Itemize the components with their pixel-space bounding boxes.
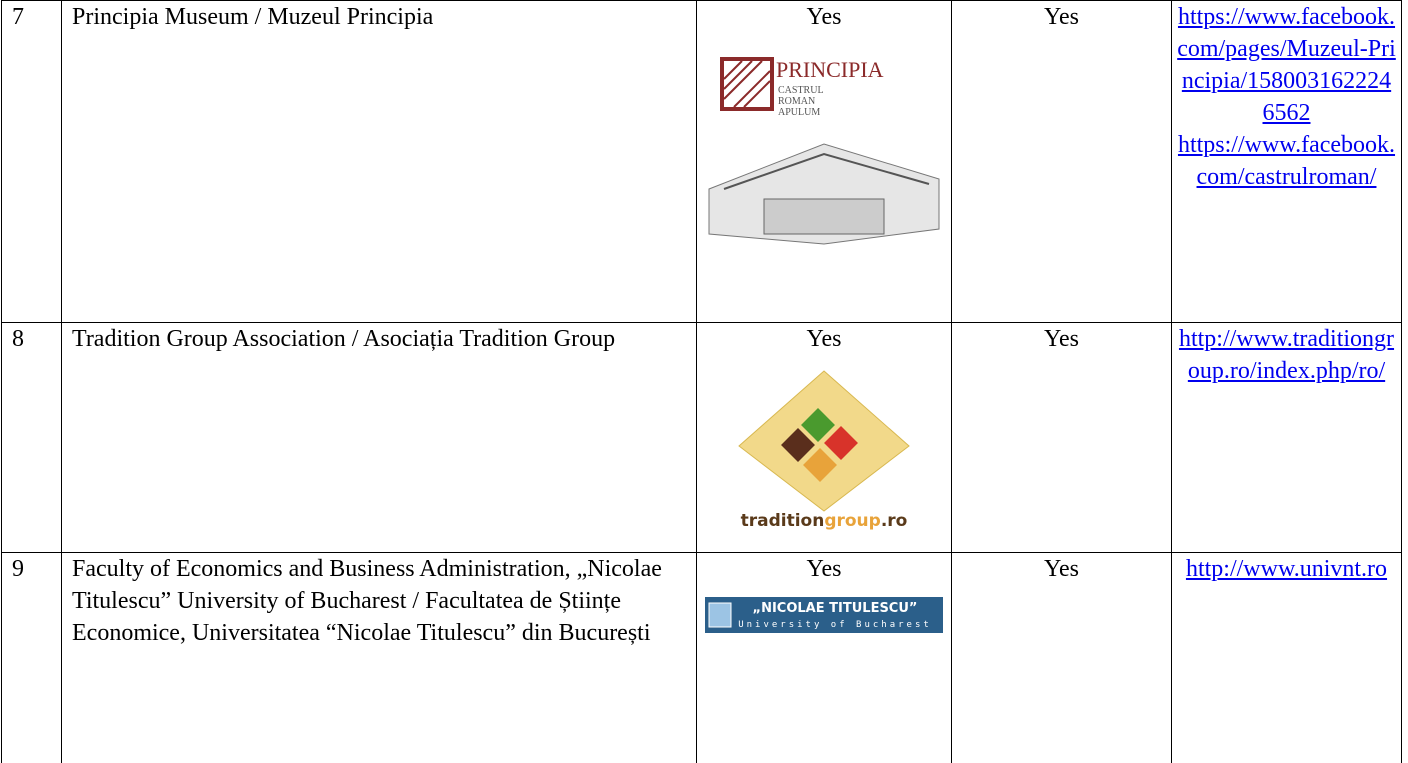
- yes: Yes: [951, 552, 1172, 763]
- row: 8 Tradition Group Association / Asociați…: [1, 322, 1402, 553]
- logo-text: group: [824, 511, 881, 531]
- logo-line: ROMAN: [778, 96, 815, 107]
- logo-line: CASTRUL: [778, 85, 824, 96]
- yes-cell: Yes traditiongroup.ro: [696, 322, 952, 553]
- links-cell: http://www.traditiongroup.ro/index.php/r…: [1171, 322, 1402, 553]
- yes: Yes: [806, 4, 842, 30]
- name: Faculty of Economics and Business Admini…: [61, 552, 697, 763]
- link[interactable]: http://www.traditiongroup.ro/index.php/r…: [1178, 326, 1395, 384]
- logo-text: .ro: [881, 511, 908, 531]
- number: 7: [1, 0, 62, 323]
- yes: Yes: [806, 326, 842, 352]
- yes: Yes: [806, 556, 842, 582]
- number: 8: [1, 322, 62, 553]
- logo: PRINCIPIA CASTRUL ROMAN APULUM: [708, 57, 940, 245]
- number: 9: [1, 552, 62, 763]
- link[interactable]: https://www.facebook.com/pages/Muzeul-Pr…: [1177, 4, 1396, 126]
- yes-cell: Yes PRINCIPIA CASTRUL ROMAN APULUM: [696, 0, 952, 323]
- links-cell: http://www.univnt.ro: [1171, 552, 1402, 763]
- name: Principia Museum / Muzeul Principia: [61, 0, 697, 323]
- name: Tradition Group Association / Asociația …: [61, 322, 697, 553]
- row: 7 Principia Museum / Muzeul Principia Ye…: [1, 0, 1402, 323]
- links-cell: https://www.facebook.com/pages/Muzeul-Pr…: [1171, 0, 1402, 323]
- logo-text: tradition: [741, 511, 825, 531]
- logo-subtitle: University of Bucharest: [738, 620, 932, 630]
- yes: Yes: [951, 0, 1172, 323]
- logo-line: APULUM: [778, 107, 820, 118]
- yes-cell: Yes „NICOLAE TITULESCU” University of Bu…: [696, 552, 952, 763]
- link[interactable]: http://www.univnt.ro: [1185, 556, 1388, 582]
- yes: Yes: [951, 322, 1172, 553]
- logo-title: PRINCIPIA: [776, 57, 884, 82]
- svg-text:traditiongroup.ro: traditiongroup.ro: [741, 511, 908, 531]
- logo-title: „NICOLAE TITULESCU”: [753, 601, 918, 616]
- link[interactable]: https://www.facebook.com/castrulroman/: [1177, 132, 1396, 190]
- logo: traditiongroup.ro: [738, 370, 910, 531]
- logo: „NICOLAE TITULESCU” University of Buchar…: [705, 597, 943, 633]
- row: 9 Faculty of Economics and Business Admi…: [1, 552, 1402, 763]
